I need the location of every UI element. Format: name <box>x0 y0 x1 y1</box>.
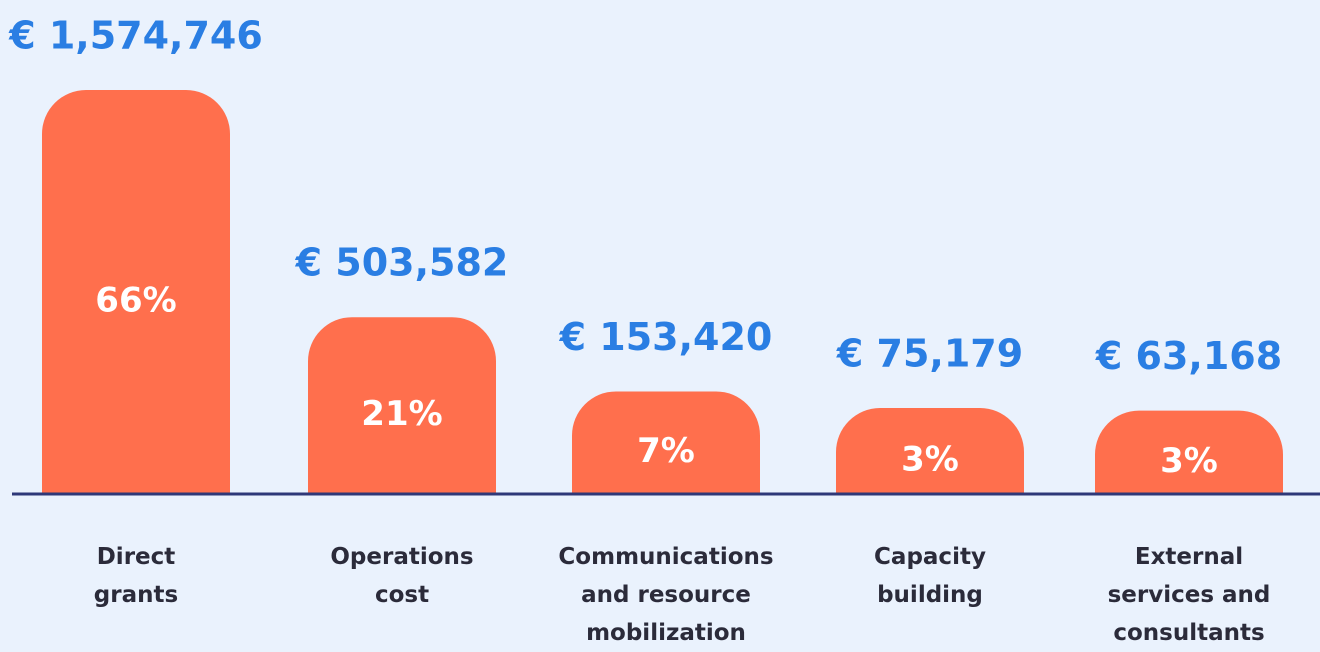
percentage-label: 7% <box>637 431 695 471</box>
value-label: € 1,574,746 <box>8 14 263 58</box>
chart: € 1,574,746 66% € 503,582 21% € 153,420 7% € 7… <box>8 14 1320 496</box>
page: € 1,574,746 66% € 503,582 21% € 153,420 7% € 7… <box>8 13 1320 646</box>
percentage-label: 3% <box>901 440 959 480</box>
percentage-label: 3% <box>1160 441 1218 481</box>
category-label: Direct grants <box>93 544 179 608</box>
value-label: € 153,420 <box>559 315 773 359</box>
value-label: € 63,168 <box>1095 334 1282 378</box>
percentage-label: 21% <box>361 394 442 434</box>
bar <box>572 391 760 494</box>
bar <box>1095 410 1283 494</box>
bar <box>836 408 1024 494</box>
value-label: € 75,179 <box>836 332 1023 376</box>
category-label: Capacity building <box>874 544 986 608</box>
bar <box>308 317 496 494</box>
category-label: Operations cost <box>330 544 474 608</box>
bar <box>42 90 230 494</box>
category-label: Communications and resource mobilization <box>558 544 774 646</box>
category-label: External services and consultants <box>1107 544 1271 646</box>
percentage-label: 66% <box>95 281 176 321</box>
value-label: € 503,582 <box>295 241 509 285</box>
